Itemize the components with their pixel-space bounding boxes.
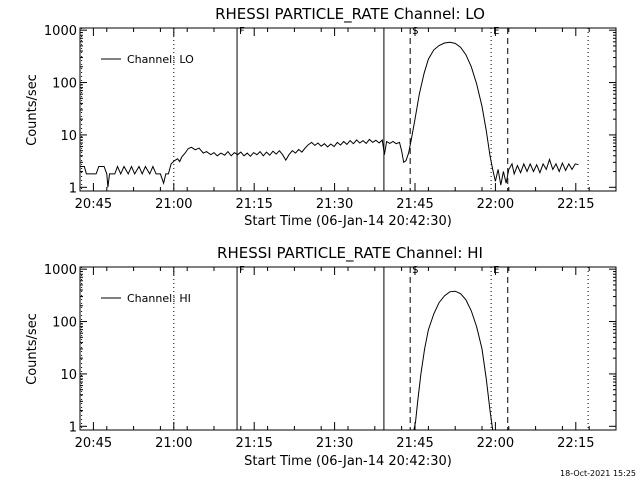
panel-hi-title: RHESSI PARTICLE_RATE Channel: HI xyxy=(217,244,483,263)
panel-hi-xtick-label-4: 21:45 xyxy=(396,436,433,451)
panel-hi-ytick-label-0: 1 xyxy=(69,420,77,435)
panel-hi-xtick-label-2: 21:15 xyxy=(235,436,272,451)
panel-hi-xtick-label-5: 22:00 xyxy=(477,436,514,451)
panel-hi-series xyxy=(413,290,494,431)
panel-hi-xtick-label-1: 21:00 xyxy=(155,436,192,451)
panel-lo-ytick-label-1: 10 xyxy=(60,129,77,144)
panel-lo-xtick-label-1: 21:00 xyxy=(155,197,192,212)
panel-lo-series xyxy=(80,41,579,188)
panel-hi-xtick-label-3: 21:30 xyxy=(316,436,353,451)
panel-lo-marker-label-5: E xyxy=(493,26,499,37)
panel-hi-legend: Channel: HI xyxy=(101,292,191,305)
panel-hi-series-line-0 xyxy=(413,290,494,431)
panel-lo-marker-label-2: F xyxy=(239,26,245,37)
panel-hi-xtick-label-0: 20:45 xyxy=(75,436,112,451)
panel-lo-xtick-label-6: 22:15 xyxy=(557,197,594,212)
panel-hi-y-label: Counts/sec xyxy=(25,313,40,385)
panel-lo-legend: Channel: LO xyxy=(101,53,194,66)
panel-hi-ytick-label-2: 100 xyxy=(52,316,77,331)
panel-lo-ytick-label-0: 1 xyxy=(69,181,77,196)
panel-lo-title: RHESSI PARTICLE_RATE Channel: LO xyxy=(215,5,485,24)
panel-hi-x-axis: 20:45 21:00 21:15 21:30 21:45 22:00 22:15 xyxy=(75,267,595,451)
panel-hi-ytick-label-1: 10 xyxy=(60,368,77,383)
panel-hi-x-label: Start Time (06-Jan-14 20:42:30) xyxy=(244,454,452,469)
panel-lo-xtick-label-3: 21:30 xyxy=(316,197,353,212)
panel-lo-xtick-label-2: 21:15 xyxy=(235,197,272,212)
panel-lo-x-axis: 20:45 21:00 21:15 21:30 21:45 22:00 22:15 xyxy=(75,28,595,212)
panel-lo: RHESSI PARTICLE_RATE Channel: LO FSE 110… xyxy=(25,5,617,229)
panel-lo-legend-label: Channel: LO xyxy=(127,53,194,66)
panel-lo-ytick-label-3: 1000 xyxy=(44,24,77,39)
panel-hi-marker-label-2: F xyxy=(239,265,245,276)
panel-lo-xtick-label-4: 21:45 xyxy=(396,197,433,212)
panel-lo-ytick-label-2: 100 xyxy=(52,77,77,92)
panel-lo-xtick-label-5: 22:00 xyxy=(477,197,514,212)
panel-hi-y-axis: 1 10 100 1000 xyxy=(44,263,616,435)
panel-lo-y-label: Counts/sec xyxy=(25,74,40,146)
panel-hi-marker-label-5: E xyxy=(493,265,499,276)
panel-lo-x-label: Start Time (06-Jan-14 20:42:30) xyxy=(244,214,452,229)
panel-lo-xtick-label-0: 20:45 xyxy=(75,197,112,212)
panel-hi-legend-label: Channel: HI xyxy=(127,292,191,305)
panel-hi-ytick-label-3: 1000 xyxy=(44,263,77,278)
generation-timestamp: 18-Oct-2021 15:25 xyxy=(560,469,636,478)
panel-lo-y-axis: 1 10 100 1000 xyxy=(44,24,616,196)
panel-hi-markers: FSE xyxy=(81,265,589,430)
panel-hi: RHESSI PARTICLE_RATE Channel: HI FSE 1 10… xyxy=(25,244,617,469)
panel-lo-series-line-0 xyxy=(80,41,579,188)
panel-hi-xtick-label-6: 22:15 xyxy=(557,436,594,451)
